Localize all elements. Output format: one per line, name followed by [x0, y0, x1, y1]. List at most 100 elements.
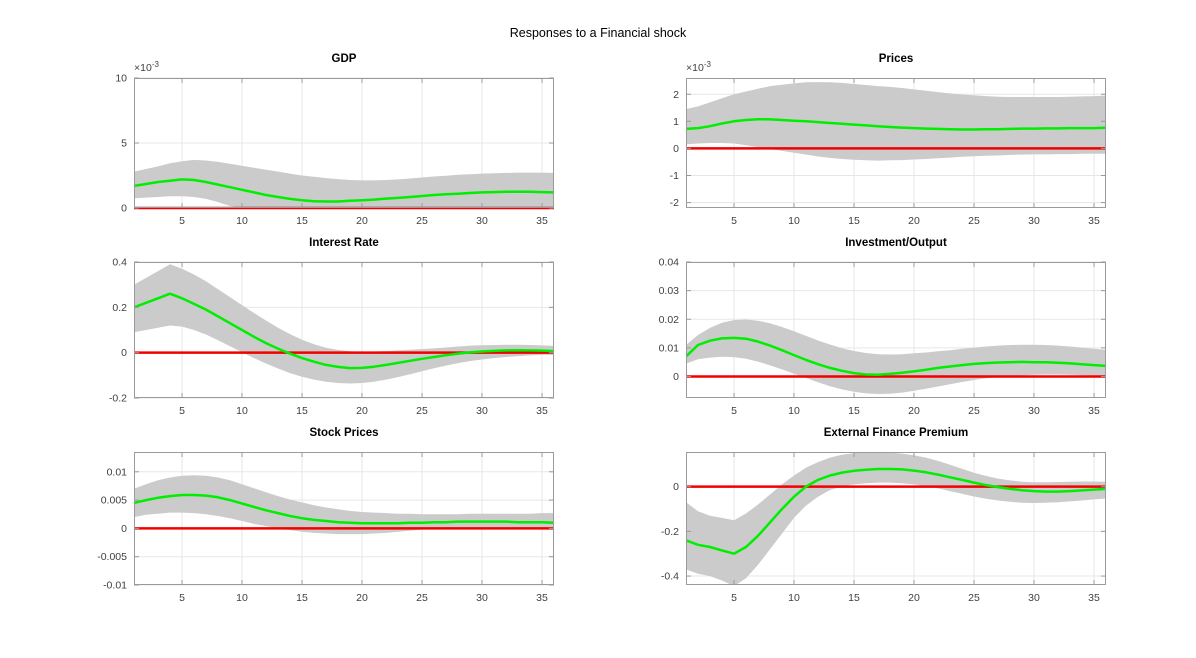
svg-text:0.01: 0.01	[107, 466, 128, 478]
svg-text:30: 30	[476, 592, 488, 604]
subplot-title-investment-output: Investment/Output	[845, 237, 947, 249]
svg-text:5: 5	[731, 592, 737, 604]
svg-text:35: 35	[1088, 592, 1100, 604]
svg-text:25: 25	[968, 405, 980, 417]
svg-text:0: 0	[121, 203, 127, 215]
svg-text:25: 25	[968, 215, 980, 227]
svg-text:10: 10	[236, 592, 248, 604]
axis-exponent-label: ×10-3	[134, 60, 159, 74]
median-line	[686, 467, 1106, 555]
svg-text:2: 2	[673, 89, 679, 101]
svg-text:0: 0	[673, 481, 679, 493]
svg-text:10: 10	[236, 405, 248, 417]
subplot-investment-output: Investment/Output 5 10 15 20 25 30 35 0 0.01 0.02…	[659, 237, 1106, 417]
svg-text:10: 10	[236, 215, 248, 227]
median-line	[134, 178, 554, 203]
svg-text:0.005: 0.005	[101, 495, 127, 507]
svg-text:0: 0	[121, 523, 127, 535]
confidence-band	[686, 82, 1106, 161]
svg-text:5: 5	[731, 405, 737, 417]
svg-text:30: 30	[1028, 215, 1040, 227]
tick-marks	[134, 261, 554, 399]
subplot-external-finance-premium: External Finance Premium 5 10 15 20 25 30 35 -0…	[661, 427, 1106, 604]
svg-text:0.04: 0.04	[659, 257, 680, 269]
plot-area-external-finance-premium: 5 10 15 20 25 30 35 -0.4 -0.2 0	[661, 452, 1106, 604]
svg-text:0: 0	[121, 347, 127, 359]
svg-text:0.4: 0.4	[112, 257, 127, 269]
tick-marks	[686, 261, 1106, 398]
tick-labels: 5 10 15 20 25 30 35 -0.4 -0.2 0	[661, 481, 1100, 604]
svg-text:25: 25	[968, 592, 980, 604]
svg-text:-0.2: -0.2	[661, 526, 679, 538]
plot-area-investment-output: 5 10 15 20 25 30 35 0 0.01 0.02 0.03 0.04	[659, 257, 1106, 417]
tick-labels: 5 10 15 20 25 30 35 0 0.01 0.02 0.03 0.04	[659, 257, 1100, 418]
subplot-interest-rate: Interest Rate 5 10 15 20 25 30 35 -0.2 0 0.2 0.4	[109, 237, 554, 417]
svg-text:10: 10	[788, 215, 800, 227]
tick-labels: 5 10 15 20 25 30 35 -2 -1 0 1 2	[670, 89, 1100, 227]
svg-text:20: 20	[356, 405, 368, 417]
svg-text:35: 35	[1088, 215, 1100, 227]
svg-text:20: 20	[356, 215, 368, 227]
svg-text:15: 15	[848, 592, 860, 604]
tick-labels: 5 10 15 20 25 30 35 0 5 10	[115, 73, 548, 228]
confidence-band	[134, 475, 554, 535]
subplot-title-prices: Prices	[878, 53, 914, 65]
svg-text:20: 20	[908, 215, 920, 227]
plot-area-stock-prices: 5 10 15 20 25 30 35 -0.01 -0.005 0 0.005 0.01	[97, 452, 554, 604]
svg-text:35: 35	[536, 592, 548, 604]
svg-text:-2: -2	[670, 197, 679, 209]
svg-text:30: 30	[476, 215, 488, 227]
subplot-title-stock-prices: Stock Prices	[309, 427, 379, 439]
subplot-gdp: GDP 5 10 15 20 25 30 35 0 5 10 ×10-3	[115, 53, 554, 227]
svg-text:5: 5	[179, 592, 185, 604]
svg-text:35: 35	[1088, 405, 1100, 417]
plot-area-gdp: 5 10 15 20 25 30 35 0 5 10 ×10-3	[115, 60, 554, 227]
svg-text:1: 1	[673, 116, 679, 128]
plot-area-prices: 5 10 15 20 25 30 35 -2 -1 0 1 2 ×10-3	[670, 60, 1106, 227]
subplot-title-external-finance-premium: External Finance Premium	[823, 427, 969, 439]
svg-text:20: 20	[356, 592, 368, 604]
svg-text:25: 25	[416, 215, 428, 227]
svg-text:15: 15	[296, 405, 308, 417]
svg-text:25: 25	[416, 405, 428, 417]
svg-text:0.03: 0.03	[659, 285, 680, 297]
svg-text:0: 0	[673, 143, 679, 155]
tick-labels: 5 10 15 20 25 30 35 -0.2 0 0.2 0.4	[109, 257, 548, 418]
svg-text:5: 5	[179, 215, 185, 227]
tick-marks	[134, 77, 554, 209]
axes-box	[134, 452, 554, 585]
svg-text:-0.2: -0.2	[109, 393, 127, 405]
svg-text:30: 30	[1028, 592, 1040, 604]
svg-text:5: 5	[179, 405, 185, 417]
confidence-band	[134, 264, 554, 384]
svg-text:-0.005: -0.005	[97, 551, 127, 563]
svg-text:15: 15	[848, 215, 860, 227]
svg-text:35: 35	[536, 215, 548, 227]
confidence-band	[686, 319, 1106, 394]
svg-text:20: 20	[908, 405, 920, 417]
svg-text:15: 15	[848, 405, 860, 417]
tick-marks	[134, 452, 554, 586]
svg-text:15: 15	[296, 215, 308, 227]
svg-text:25: 25	[416, 592, 428, 604]
axes-box	[134, 262, 554, 398]
axes-box	[686, 262, 1106, 398]
svg-text:-0.4: -0.4	[661, 571, 679, 583]
figure-title: Responses to a Financial shock	[509, 26, 687, 40]
median-line	[134, 292, 554, 370]
subplot-stock-prices: Stock Prices 5 10 15 20 25 30 35 -0.01 -0.005 0 0.…	[97, 427, 554, 604]
svg-text:0.2: 0.2	[112, 302, 127, 314]
tick-marks	[686, 78, 1106, 208]
svg-text:-1: -1	[670, 170, 679, 182]
confidence-band	[686, 452, 1106, 585]
axes-box	[686, 452, 1106, 585]
axes-box	[686, 78, 1106, 208]
svg-text:5: 5	[121, 138, 127, 150]
svg-text:10: 10	[115, 73, 127, 85]
median-line	[686, 117, 1106, 131]
confidence-band	[134, 159, 554, 208]
svg-text:30: 30	[1028, 405, 1040, 417]
svg-text:0.02: 0.02	[659, 314, 680, 326]
svg-text:0: 0	[673, 371, 679, 383]
